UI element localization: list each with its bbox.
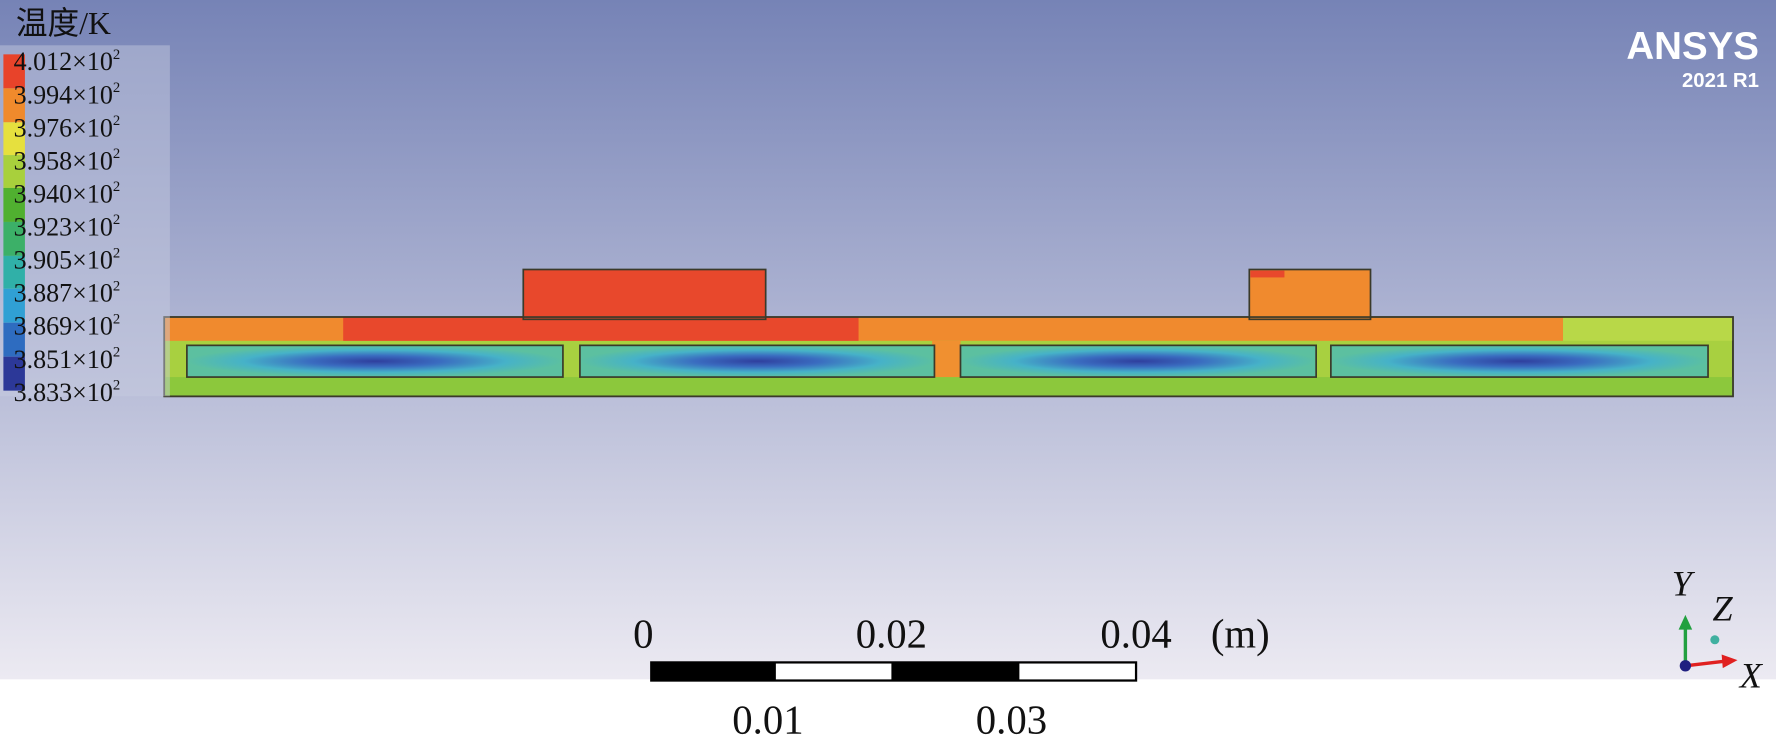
legend-exponent: 2 [113,80,120,96]
legend-mantissa: 3.976×10 [14,113,113,142]
axis-triad: Y Z X [1672,564,1764,696]
scale-label: 0.03 [976,698,1047,743]
scale-bar [650,661,1138,682]
y-axis-label: Y [1672,564,1696,604]
legend-exponent: 2 [113,344,120,360]
legend-band [3,255,25,289]
legend-labels: 4.012×1023.994×1023.976×1023.958×1023.94… [14,47,121,407]
model [163,268,1734,398]
z-axis-dot [1710,635,1720,645]
scale-segment [891,662,1020,681]
legend-label: 3.923×102 [14,212,121,241]
legend-label: 3.976×102 [14,113,121,142]
gap-hot [932,340,961,378]
legend-background [0,45,170,397]
legend-mantissa: 3.958×10 [14,146,113,175]
z-axis-label: Z [1713,589,1734,629]
legend-label: 3.851×102 [14,344,121,373]
legend-label: 3.958×102 [14,146,121,175]
legend-label: 4.012×102 [14,47,121,76]
legend-band [3,54,25,89]
legend-exponent: 2 [113,212,120,228]
hot-zone [343,317,859,341]
origin [1679,660,1692,672]
cavity [579,344,936,378]
legend-exponent: 2 [113,179,120,195]
legend-exponent: 2 [113,311,120,327]
scale-label: 0.01 [732,698,803,743]
legend-exponent: 2 [113,47,120,63]
legend-mantissa: 3.833×10 [14,378,113,407]
legend-exponent: 2 [113,278,120,294]
legend-bar [3,54,25,391]
scale-label: 0 [633,612,653,657]
legend-exponent: 2 [113,378,120,394]
scale-label: 0.02 [856,612,927,657]
scale-segment [651,662,776,681]
chip-1 [522,268,767,321]
legend-label: 3.869×102 [14,311,121,340]
chip-2 [1248,268,1372,321]
chip-2-corner [1250,270,1285,278]
x-arrowhead [1721,654,1738,669]
cavity [1330,344,1709,378]
x-axis-arrow [1685,659,1725,668]
legend-exponent: 2 [113,146,120,162]
legend-band [3,88,25,123]
legend-label: 3.994×102 [14,80,121,109]
scale-unit: (m) [1211,612,1270,657]
legend-mantissa: 3.994×10 [14,80,113,109]
legend-title: 温度/K [16,6,111,41]
legend-band [3,155,25,188]
legend-band [3,322,25,357]
logo-version: 2021 R1 [1682,70,1759,92]
legend-label: 3.905×102 [14,245,121,274]
legend-mantissa: 3.940×10 [14,179,113,208]
legend-mantissa: 3.887×10 [14,279,113,308]
legend-label: 3.940×102 [14,179,121,208]
legend-label: 3.833×102 [14,378,121,407]
legend-band [3,221,25,256]
legend-band [3,187,25,222]
legend-label: 3.887×102 [14,278,121,307]
legend-band [3,122,25,156]
background-bottom [0,679,1776,753]
legend-mantissa: 4.012×10 [14,47,113,76]
legend-mantissa: 3.905×10 [14,246,113,275]
legend-exponent: 2 [113,113,120,129]
legend-mantissa: 3.923×10 [14,213,113,242]
outline [163,316,1734,398]
x-axis-label: X [1738,655,1764,695]
cavity [186,344,564,378]
legend-exponent: 2 [113,245,120,261]
legend-band [3,356,25,391]
cool-zone [1563,317,1733,341]
legend-band [3,288,25,323]
scale-label: 0.04 [1100,612,1171,657]
bottom-layer [164,377,1733,397]
cavity [959,344,1317,378]
legend-mantissa: 3.851×10 [14,345,113,374]
logo-brand: ANSYS [1626,25,1759,68]
y-arrowhead [1678,614,1693,630]
legend-mantissa: 3.869×10 [14,312,113,341]
